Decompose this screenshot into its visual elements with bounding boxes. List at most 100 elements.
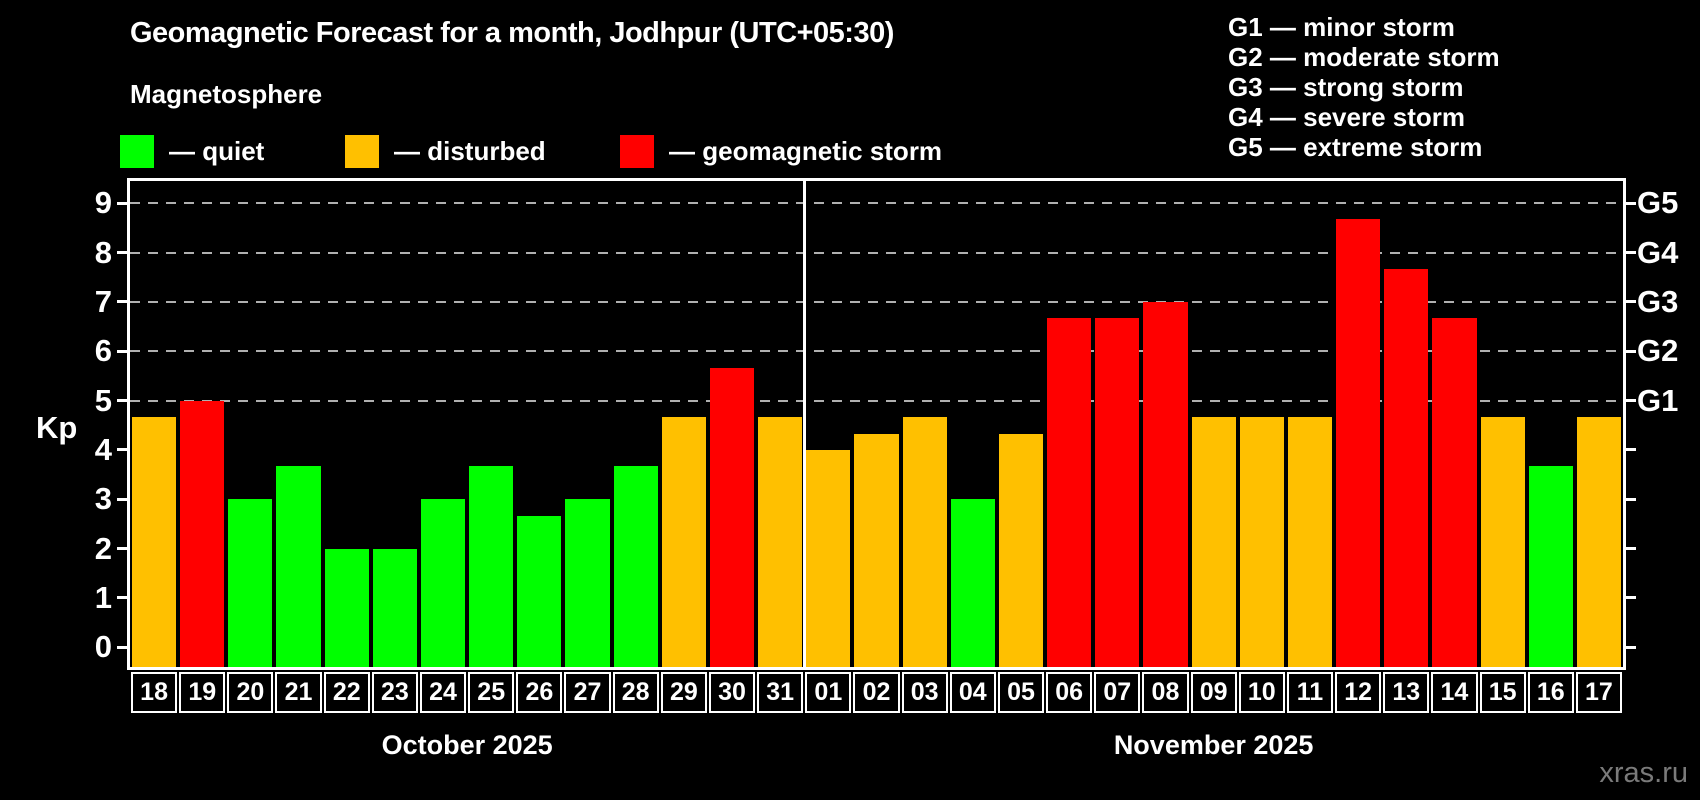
date-label-16: 16	[1527, 672, 1574, 713]
gridline-kp8	[130, 251, 1623, 254]
date-label-27: 27	[564, 672, 611, 713]
y-axis-tick-left	[117, 201, 130, 205]
y-axis-tick-left	[117, 645, 130, 649]
chart-title: Geomagnetic Forecast for a month, Jodhpu…	[130, 17, 894, 49]
date-label-18: 18	[131, 672, 178, 713]
date-label-28: 28	[612, 672, 659, 713]
kp-bar-november-05	[998, 433, 1044, 667]
kp-bar-october-18	[132, 416, 177, 667]
legend-item-quiet: — quiet	[120, 133, 264, 169]
y-axis-tick-left	[117, 251, 130, 255]
gridline-kp9	[130, 202, 1623, 205]
date-label-23: 23	[371, 672, 418, 713]
date-label-29: 29	[660, 672, 707, 713]
magnetosphere-label: Magnetosphere	[130, 79, 323, 109]
y-axis-tick-left	[117, 448, 130, 452]
storm-scale-row: G4 — severe storm	[1228, 102, 1466, 132]
watermark: xras.ru	[1599, 757, 1688, 789]
y-tick-label-4: 4	[94, 431, 112, 467]
kp-bar-october-30	[709, 367, 755, 667]
gridline-kp5	[130, 399, 1623, 402]
kp-bar-october-25	[469, 466, 514, 667]
month-label-november: November 2025	[1113, 730, 1314, 760]
y-axis-tick-right	[1623, 300, 1636, 304]
kp-bar-october-26	[517, 515, 562, 667]
gridline-kp6	[130, 350, 1623, 353]
y-axis-tick-right	[1623, 251, 1636, 255]
kp-bar-october-28	[613, 466, 658, 667]
kp-bar-october-23	[372, 548, 417, 667]
quiet-legend-label: — quiet	[169, 135, 265, 166]
storm-legend-label: — geomagnetic storm	[669, 135, 943, 166]
date-label-24: 24	[419, 672, 467, 713]
kp-bar-november-08	[1143, 301, 1188, 667]
kp-bar-november-14	[1432, 318, 1477, 667]
kp-bar-november-01	[806, 449, 851, 667]
kp-bar-november-15	[1480, 416, 1525, 667]
date-label-20: 20	[227, 672, 274, 713]
y-axis-tick-left	[117, 300, 130, 304]
y-axis-tick-right	[1623, 448, 1636, 452]
kp-bar-november-16	[1528, 466, 1573, 667]
kp-bar-october-20	[228, 499, 273, 667]
disturbed-color-swatch	[345, 134, 379, 168]
y-axis-tick-left	[117, 547, 130, 551]
date-label-10: 10	[1238, 672, 1285, 713]
kp-bar-november-07	[1095, 318, 1140, 667]
kp-bar-october-31	[758, 416, 803, 667]
legend-item-disturbed: — disturbed	[345, 133, 546, 169]
y-axis-tick-left	[117, 349, 130, 353]
g-level-label-G2: G2	[1637, 333, 1679, 369]
gridline-kp7	[130, 300, 1623, 303]
date-label-21: 21	[275, 672, 322, 713]
kp-bar-november-13	[1384, 268, 1429, 667]
y-axis-tick-left	[117, 497, 130, 501]
kp-bar-november-17	[1576, 416, 1621, 667]
y-axis-tick-right	[1623, 399, 1636, 403]
y-tick-label-7: 7	[94, 283, 112, 319]
y-axis-tick-right	[1623, 349, 1636, 353]
kp-bar-november-10	[1239, 416, 1284, 667]
kp-bar-november-11	[1287, 416, 1333, 667]
g-level-label-G1: G1	[1637, 382, 1679, 418]
date-label-19: 19	[179, 672, 226, 713]
y-tick-label-3: 3	[94, 481, 112, 517]
kp-bar-november-03	[902, 416, 947, 667]
date-label-04: 04	[949, 672, 996, 713]
y-axis-tick-right	[1623, 497, 1636, 501]
date-label-14: 14	[1431, 672, 1478, 713]
date-label-17: 17	[1575, 672, 1622, 713]
kp-bar-november-06	[1047, 318, 1092, 667]
kp-bar-november-12	[1336, 219, 1381, 667]
date-label-11: 11	[1286, 672, 1334, 713]
month-separator-line	[802, 181, 806, 667]
date-label-08: 08	[1142, 672, 1189, 713]
date-label-15: 15	[1479, 672, 1526, 713]
kp-bar-october-29	[661, 416, 706, 667]
y-axis-tick-right	[1623, 547, 1636, 551]
y-axis-tick-right	[1623, 645, 1636, 649]
storm-scale-row: G3 — strong storm	[1228, 72, 1464, 102]
g-level-label-G5: G5	[1637, 185, 1679, 221]
kp-bar-november-04	[950, 499, 995, 667]
storm-color-swatch	[620, 134, 654, 168]
kp-bar-november-02	[854, 433, 899, 667]
g-level-label-G4: G4	[1637, 234, 1679, 270]
month-label-october: October 2025	[381, 730, 553, 760]
y-axis-tick-right	[1623, 201, 1636, 205]
date-label-09: 09	[1190, 672, 1237, 713]
date-label-26: 26	[516, 672, 563, 713]
date-label-31: 31	[757, 672, 804, 713]
y-tick-label-9: 9	[94, 185, 112, 221]
storm-scale-row: G2 — moderate storm	[1228, 42, 1500, 72]
y-tick-label-2: 2	[94, 530, 112, 566]
date-label-25: 25	[468, 672, 515, 713]
date-label-01: 01	[805, 672, 852, 713]
kp-bar-november-09	[1191, 416, 1236, 667]
kp-bar-october-22	[324, 548, 369, 667]
disturbed-legend-label: — disturbed	[394, 135, 546, 166]
legend-item-storm: — geomagnetic storm	[620, 133, 942, 169]
storm-scale-row: G5 — extreme storm	[1228, 132, 1483, 162]
y-tick-label-6: 6	[94, 333, 112, 369]
